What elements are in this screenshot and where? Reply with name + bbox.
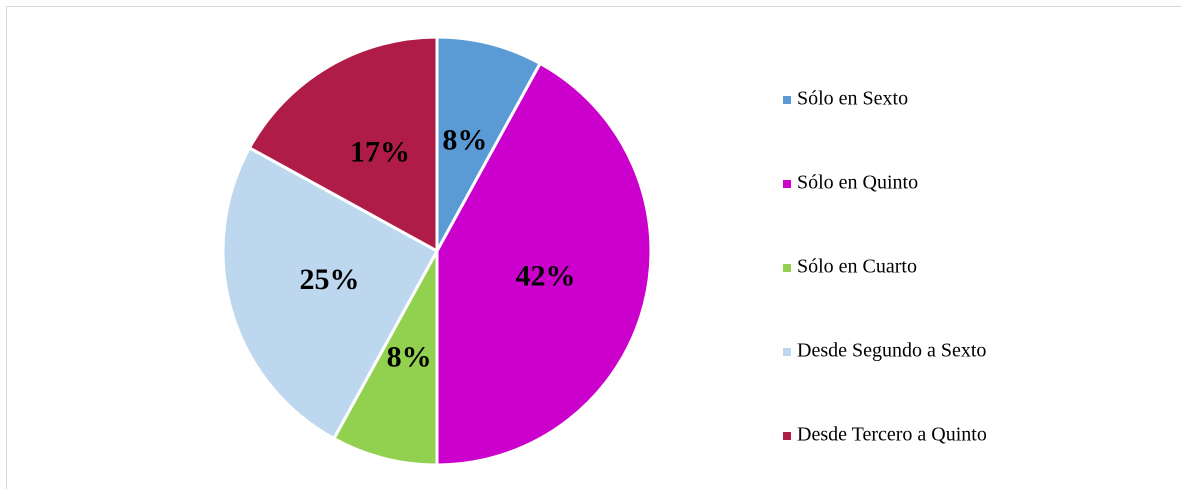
legend-marker xyxy=(783,264,791,272)
pie-slice xyxy=(247,35,439,254)
pie-slice xyxy=(221,145,440,441)
legend-label: Sólo en Cuarto xyxy=(797,256,917,278)
legend-label: Sólo en Sexto xyxy=(797,88,908,110)
legend-marker xyxy=(783,180,791,188)
data-label: 8% xyxy=(387,340,432,373)
pie-slice xyxy=(331,250,439,467)
legend-marker xyxy=(783,348,791,356)
pie-slice xyxy=(435,35,543,252)
data-label: 8% xyxy=(442,123,487,156)
legend-label: Sólo en Quinto xyxy=(797,172,918,194)
data-label: 42% xyxy=(515,260,575,293)
legend-marker xyxy=(783,432,791,440)
legend-label: Desde Segundo a Sexto xyxy=(797,340,986,362)
data-label: 17% xyxy=(350,135,410,168)
data-label: 25% xyxy=(299,263,359,296)
pie-slice xyxy=(435,61,653,467)
legend-marker xyxy=(783,96,791,104)
chart-frame xyxy=(6,6,1181,489)
legend-label: Desde Tercero a Quinto xyxy=(797,424,987,446)
